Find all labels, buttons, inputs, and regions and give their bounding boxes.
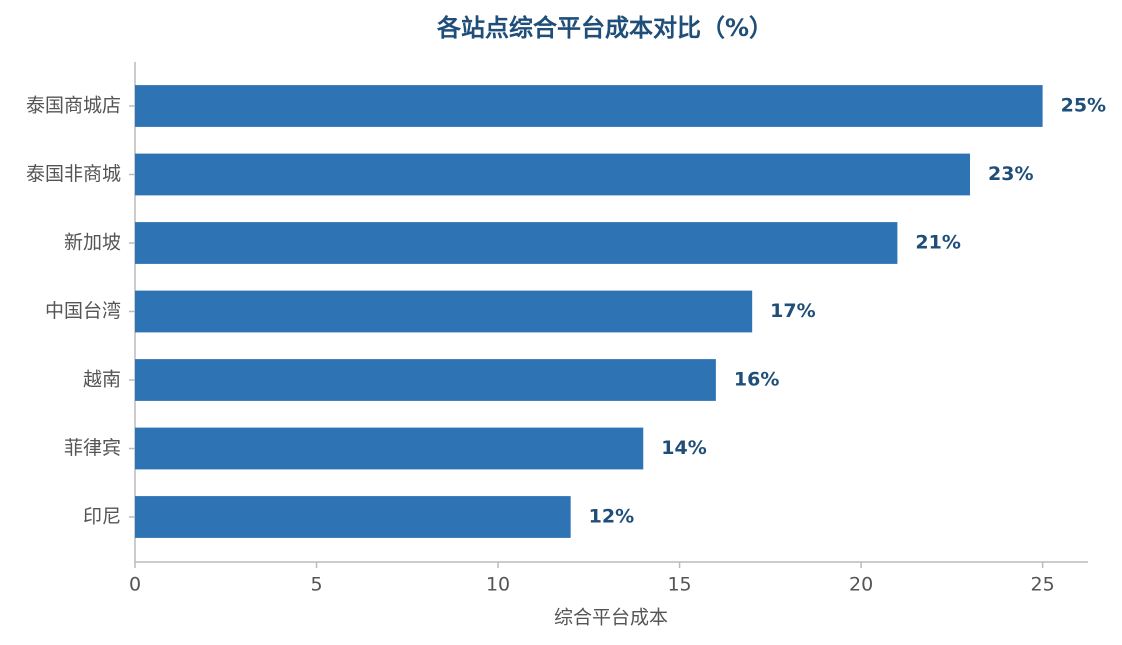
bar bbox=[135, 222, 898, 264]
bar bbox=[135, 153, 971, 196]
y-tick-label: 越南 bbox=[83, 369, 121, 391]
bar bbox=[135, 496, 571, 538]
x-tick-label: 5 bbox=[310, 574, 322, 596]
value-label: 23% bbox=[988, 163, 1033, 185]
x-tick-label: 25 bbox=[1031, 574, 1055, 596]
x-tick-label: 20 bbox=[849, 574, 873, 596]
bar bbox=[135, 290, 753, 333]
y-tick-label: 印尼 bbox=[83, 506, 121, 528]
x-tick-label: 10 bbox=[486, 574, 510, 596]
y-tick-label: 泰国商城店 bbox=[26, 95, 121, 117]
y-tick-label: 新加坡 bbox=[64, 232, 121, 254]
value-label: 16% bbox=[734, 369, 779, 391]
x-tick-label: 0 bbox=[129, 574, 141, 596]
value-label: 17% bbox=[770, 300, 815, 322]
y-tick-label: 菲律宾 bbox=[64, 437, 121, 459]
bar bbox=[135, 359, 716, 401]
value-label: 21% bbox=[915, 232, 960, 254]
value-label: 25% bbox=[1061, 95, 1106, 117]
bar bbox=[135, 85, 1043, 127]
chart-title: 各站点综合平台成本对比（%） bbox=[436, 14, 773, 42]
x-axis-label: 综合平台成本 bbox=[554, 607, 668, 629]
bar bbox=[135, 427, 644, 470]
y-tick-label: 泰国非商城 bbox=[26, 163, 121, 185]
y-tick-label: 中国台湾 bbox=[45, 300, 121, 322]
value-label: 14% bbox=[661, 437, 706, 459]
x-tick-label: 15 bbox=[667, 574, 691, 596]
value-label: 12% bbox=[589, 506, 634, 528]
